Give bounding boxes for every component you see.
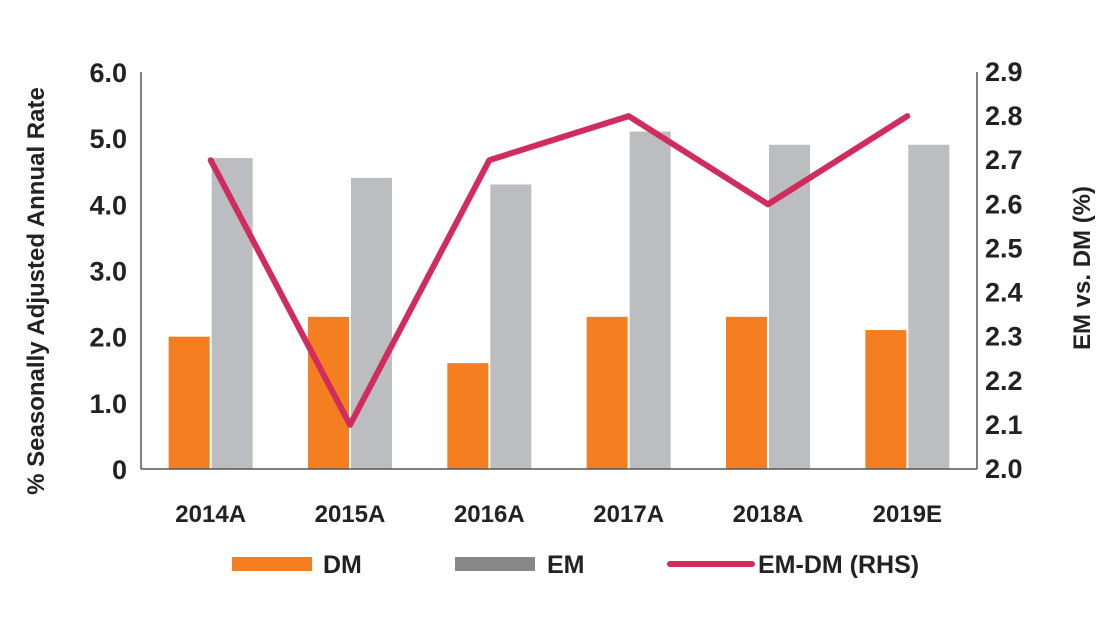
right-tick-label: 2.6 xyxy=(985,189,1023,219)
legend-dm-swatch xyxy=(232,557,312,571)
em-bar-2015A xyxy=(351,177,392,469)
legend-dm-label: DM xyxy=(323,551,362,579)
category-label-2015A: 2015A xyxy=(315,501,386,528)
left-tick-label: 0 xyxy=(112,455,127,485)
right-tick-label: 2.0 xyxy=(985,454,1023,484)
left-tick-label: 4.0 xyxy=(89,190,127,220)
em-bar-2016A xyxy=(490,184,532,469)
right-axis-title: EM vs. DM (%) xyxy=(1069,186,1096,350)
right-tick-label: 2.9 xyxy=(985,57,1023,87)
category-label-2019E: 2019E xyxy=(873,501,942,528)
left-tick-label: 1.0 xyxy=(89,389,127,419)
right-tick-label: 2.4 xyxy=(985,278,1023,308)
legend-em-dm-label: EM-DM (RHS) xyxy=(758,551,919,579)
category-label-2018A: 2018A xyxy=(733,501,804,528)
dm-bar-2016A xyxy=(447,363,489,469)
right-tick-label: 2.8 xyxy=(985,101,1023,131)
legend-em-swatch xyxy=(455,557,535,571)
dm-bar-2017A xyxy=(586,316,628,469)
dm-bar-2015A xyxy=(308,316,349,469)
category-label-2014A: 2014A xyxy=(175,501,246,528)
right-tick-label: 2.3 xyxy=(985,322,1023,352)
right-tick-label: 2.1 xyxy=(985,410,1023,440)
right-tick-label: 2.7 xyxy=(985,145,1023,175)
category-label-2016A: 2016A xyxy=(454,501,525,528)
left-axis-title: % Seasonally Adjusted Annual Rate xyxy=(23,87,50,495)
left-tick-label: 6.0 xyxy=(89,58,127,88)
left-tick-labels: 0 1.0 2.0 3.0 4.0 5.0 6.0 xyxy=(89,58,127,485)
dm-bar-2018A xyxy=(726,316,767,469)
dm-bar-2014A xyxy=(168,336,210,469)
em-dm-line xyxy=(207,113,911,428)
legend-em-label: EM xyxy=(547,551,585,579)
em-bar-2019E xyxy=(908,144,950,470)
em-bar-2014A xyxy=(211,158,253,469)
category-labels: 2014A 2015A 2016A 2017A 2018A 2019E xyxy=(175,501,942,528)
left-tick-label: 3.0 xyxy=(89,257,127,287)
right-tick-label: 2.5 xyxy=(985,233,1023,263)
right-tick-label: 2.2 xyxy=(985,366,1023,396)
em-bar-2017A xyxy=(629,131,671,470)
dm-bar-2019E xyxy=(865,330,907,469)
category-label-2017A: 2017A xyxy=(593,501,664,528)
right-tick-labels: 2.0 2.1 2.2 2.3 2.4 2.5 2.6 2.7 2.8 2.9 xyxy=(985,57,1023,484)
dm-bars xyxy=(168,316,907,469)
left-tick-label: 5.0 xyxy=(89,124,127,154)
left-tick-label: 2.0 xyxy=(89,323,127,353)
legend: DM EM EM-DM (RHS) xyxy=(232,551,919,579)
